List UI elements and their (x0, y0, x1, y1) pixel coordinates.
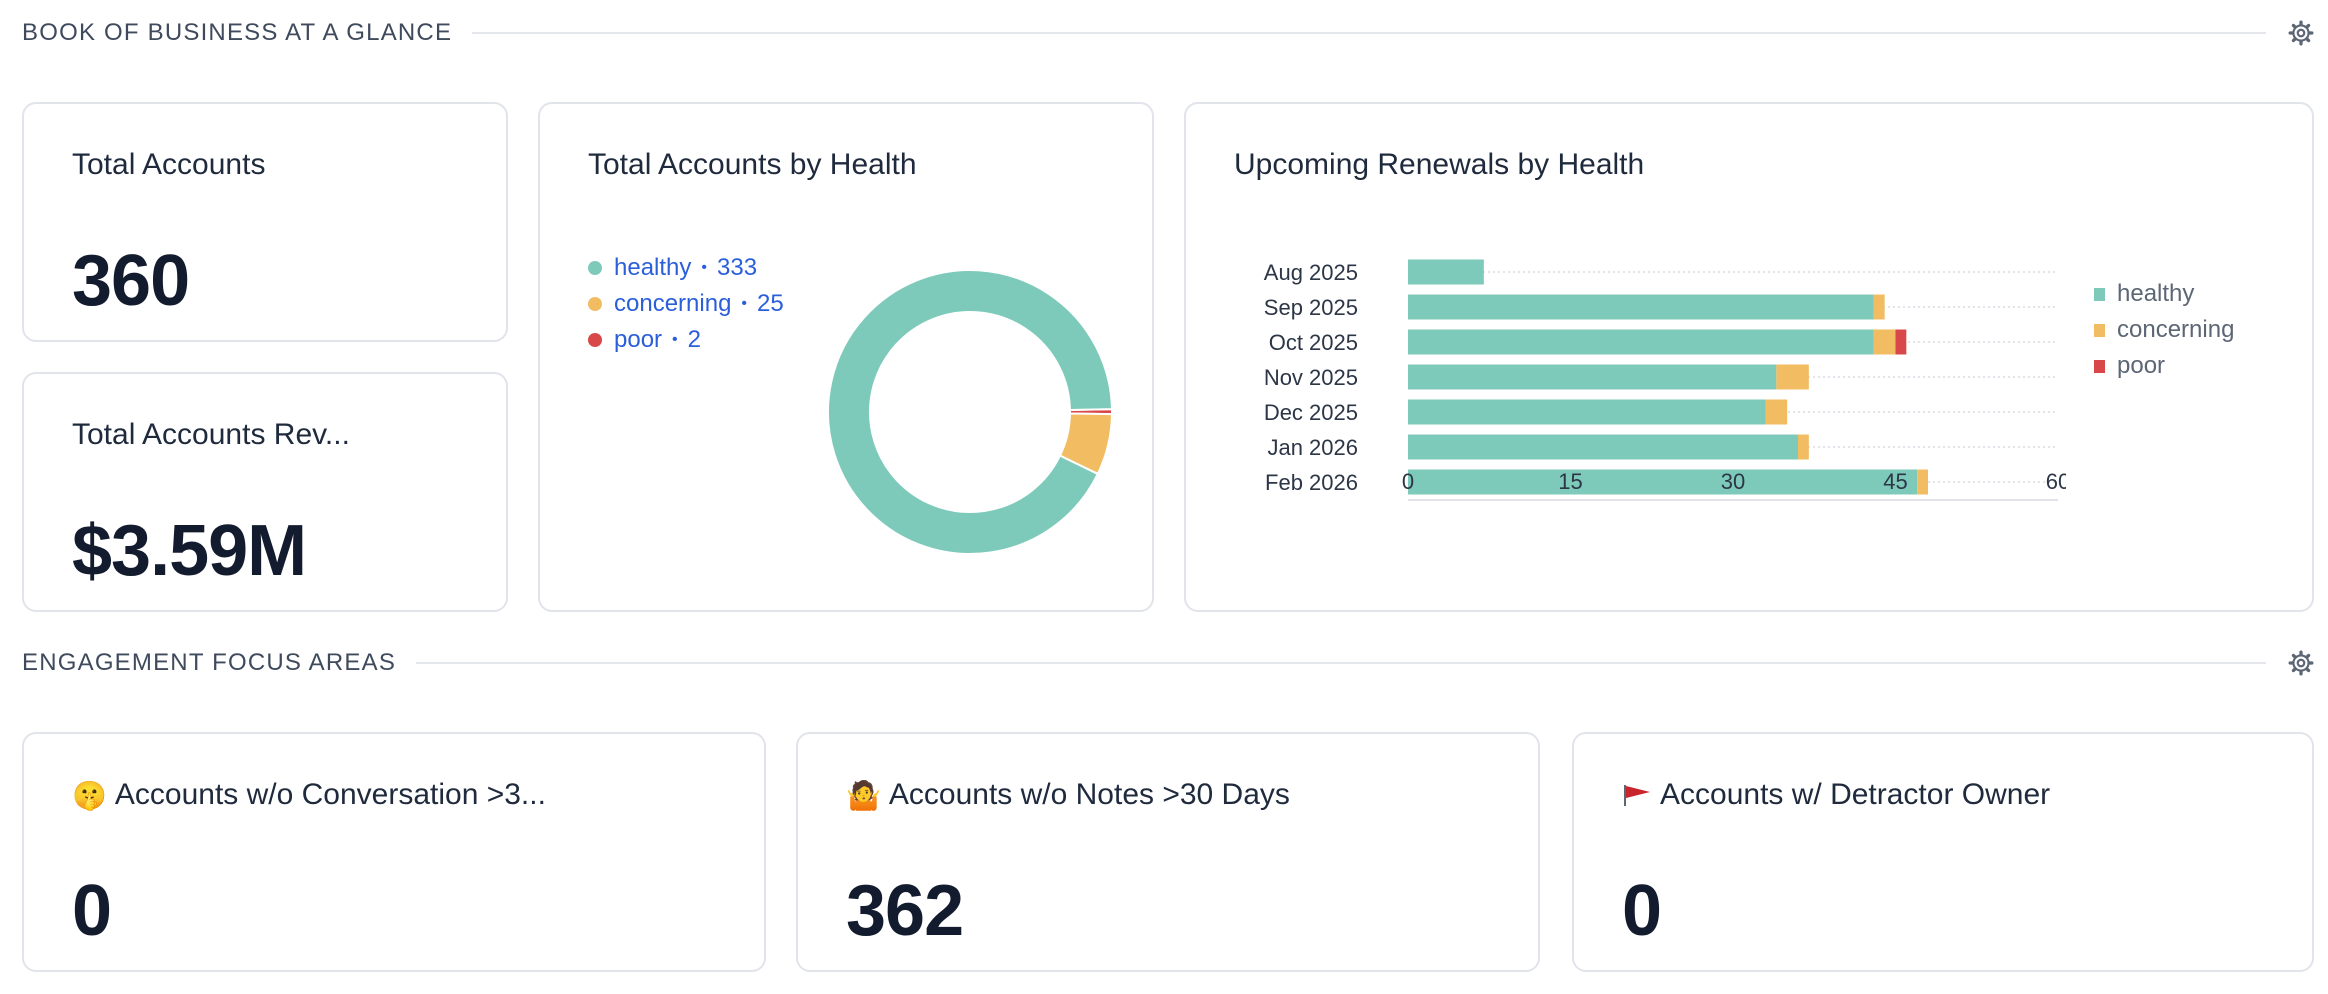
legend-swatch (2094, 359, 2105, 373)
total-revenue-value: $3.59M (72, 511, 307, 591)
detractor-value: 0 (1622, 871, 1662, 951)
legend-count: 333 (717, 254, 758, 281)
section-header-book: BOOK OF BUSINESS AT A GLANCE (22, 18, 2314, 48)
no-notes-card[interactable]: 🤷 Accounts w/o Notes >30 Days 362 (796, 732, 1540, 972)
no-conversation-value: 0 (72, 871, 112, 951)
bar-healthy[interactable] (1408, 329, 1874, 355)
category-label: Oct 2025 (1269, 330, 1358, 355)
legend-swatch (2094, 287, 2105, 301)
legend-item-poor[interactable]: poor • 2 (588, 322, 784, 358)
card-title: Total Accounts Rev... (72, 418, 350, 451)
legend-separator: • (741, 295, 748, 312)
x-tick-label: 60 (2046, 469, 2066, 494)
bar-poor[interactable] (1895, 329, 1907, 355)
person-shrugging-icon: 🤷 (846, 778, 881, 812)
section-header-engagement: ENGAGEMENT FOCUS AREAS (22, 648, 2314, 678)
health-donut-chart[interactable] (810, 252, 1130, 572)
category-label: Dec 2025 (1264, 400, 1358, 425)
category-label: Aug 2025 (1264, 260, 1358, 285)
section-title: ENGAGEMENT FOCUS AREAS (22, 649, 397, 676)
legend-separator: • (672, 331, 678, 348)
detractor-card[interactable]: Accounts w/ Detractor Owner 0 (1572, 732, 2314, 972)
bar-concerning[interactable] (1798, 434, 1809, 460)
section-divider (416, 662, 2266, 664)
bar-healthy[interactable] (1408, 364, 1777, 390)
card-title: Total Accounts by Health (588, 148, 917, 181)
legend-separator: • (701, 259, 707, 276)
category-label: Nov 2025 (1264, 365, 1358, 390)
legend-item-concerning[interactable]: concerning (2094, 312, 2234, 348)
legend-label: healthy (614, 254, 692, 281)
no-notes-value: 362 (846, 871, 964, 951)
health-donut-card[interactable]: Total Accounts by Health healthy • 333 c… (538, 102, 1154, 612)
x-tick-label: 30 (1721, 469, 1745, 494)
renewals-bar-card[interactable]: Upcoming Renewals by Health Aug 2025 Sep … (1184, 102, 2314, 612)
bar-legend: healthy concerning poor (2094, 276, 2234, 384)
bar-healthy[interactable] (1408, 434, 1798, 460)
category-label: Jan 2026 (1267, 435, 1358, 460)
shushing-face-icon: 🤫 (72, 778, 107, 812)
legend-dot (588, 261, 602, 275)
gear-icon[interactable] (2288, 650, 2314, 676)
legend-item-healthy[interactable]: healthy • 333 (588, 250, 784, 286)
bar-concerning[interactable] (1765, 399, 1788, 425)
card-title-text: Accounts w/o Conversation >3... (114, 778, 546, 811)
donut-slice-healthy[interactable] (827, 269, 1113, 555)
legend-label: healthy (2117, 280, 2195, 307)
section-divider (472, 32, 2266, 34)
bar-healthy[interactable] (1408, 469, 1918, 495)
legend-item-poor[interactable]: poor (2094, 348, 2234, 384)
card-title: 🤫 Accounts w/o Conversation >3... (72, 778, 546, 812)
card-title-text: Accounts w/o Notes >30 Days (888, 778, 1290, 811)
x-tick-label: 0 (1402, 469, 1414, 494)
section-title: BOOK OF BUSINESS AT A GLANCE (22, 19, 453, 46)
bar-healthy[interactable] (1408, 294, 1874, 320)
donut-legend: healthy • 333 concerning • 25 poor • 2 (588, 250, 784, 358)
legend-count: 2 (687, 326, 702, 353)
x-tick-label: 15 (1558, 469, 1582, 494)
bar-concerning[interactable] (1873, 294, 1885, 320)
total-revenue-card[interactable]: Total Accounts Rev... $3.59M (22, 372, 508, 612)
legend-label: concerning (614, 290, 732, 317)
legend-label: concerning (2117, 316, 2235, 343)
legend-dot (588, 297, 602, 311)
legend-label: poor (614, 326, 663, 353)
legend-label: poor (2117, 352, 2166, 379)
card-title-text: Accounts w/ Detractor Owner (1660, 778, 2051, 811)
bar-concerning[interactable] (1917, 469, 1928, 495)
bar-concerning[interactable] (1873, 329, 1896, 355)
renewals-bar-chart: Aug 2025 Sep 2025 Oct 2025 Nov 2025 Dec 2025… (1264, 259, 2066, 501)
no-conversation-card[interactable]: 🤫 Accounts w/o Conversation >3... 0 (22, 732, 766, 972)
legend-dot (588, 333, 602, 347)
card-title: Total Accounts (72, 148, 266, 181)
category-label: Feb 2026 (1265, 470, 1358, 495)
legend-swatch (2094, 323, 2105, 337)
card-title: 🤷 Accounts w/o Notes >30 Days (846, 778, 1290, 812)
x-tick-label: 45 (1883, 469, 1907, 494)
card-title: Upcoming Renewals by Health (1234, 148, 1645, 181)
total-accounts-card[interactable]: Total Accounts 360 (22, 102, 508, 342)
red-flag-icon (1624, 785, 1650, 806)
card-title: Accounts w/ Detractor Owner (1622, 778, 2050, 812)
gear-icon[interactable] (2288, 20, 2314, 46)
category-label: Sep 2025 (1264, 295, 1358, 320)
legend-count: 25 (757, 290, 784, 317)
bar-healthy[interactable] (1408, 259, 1484, 285)
legend-item-concerning[interactable]: concerning • 25 (588, 286, 784, 322)
total-accounts-value: 360 (72, 241, 190, 321)
bar-concerning[interactable] (1776, 364, 1809, 390)
legend-item-healthy[interactable]: healthy (2094, 276, 2234, 312)
bar-healthy[interactable] (1408, 399, 1766, 425)
